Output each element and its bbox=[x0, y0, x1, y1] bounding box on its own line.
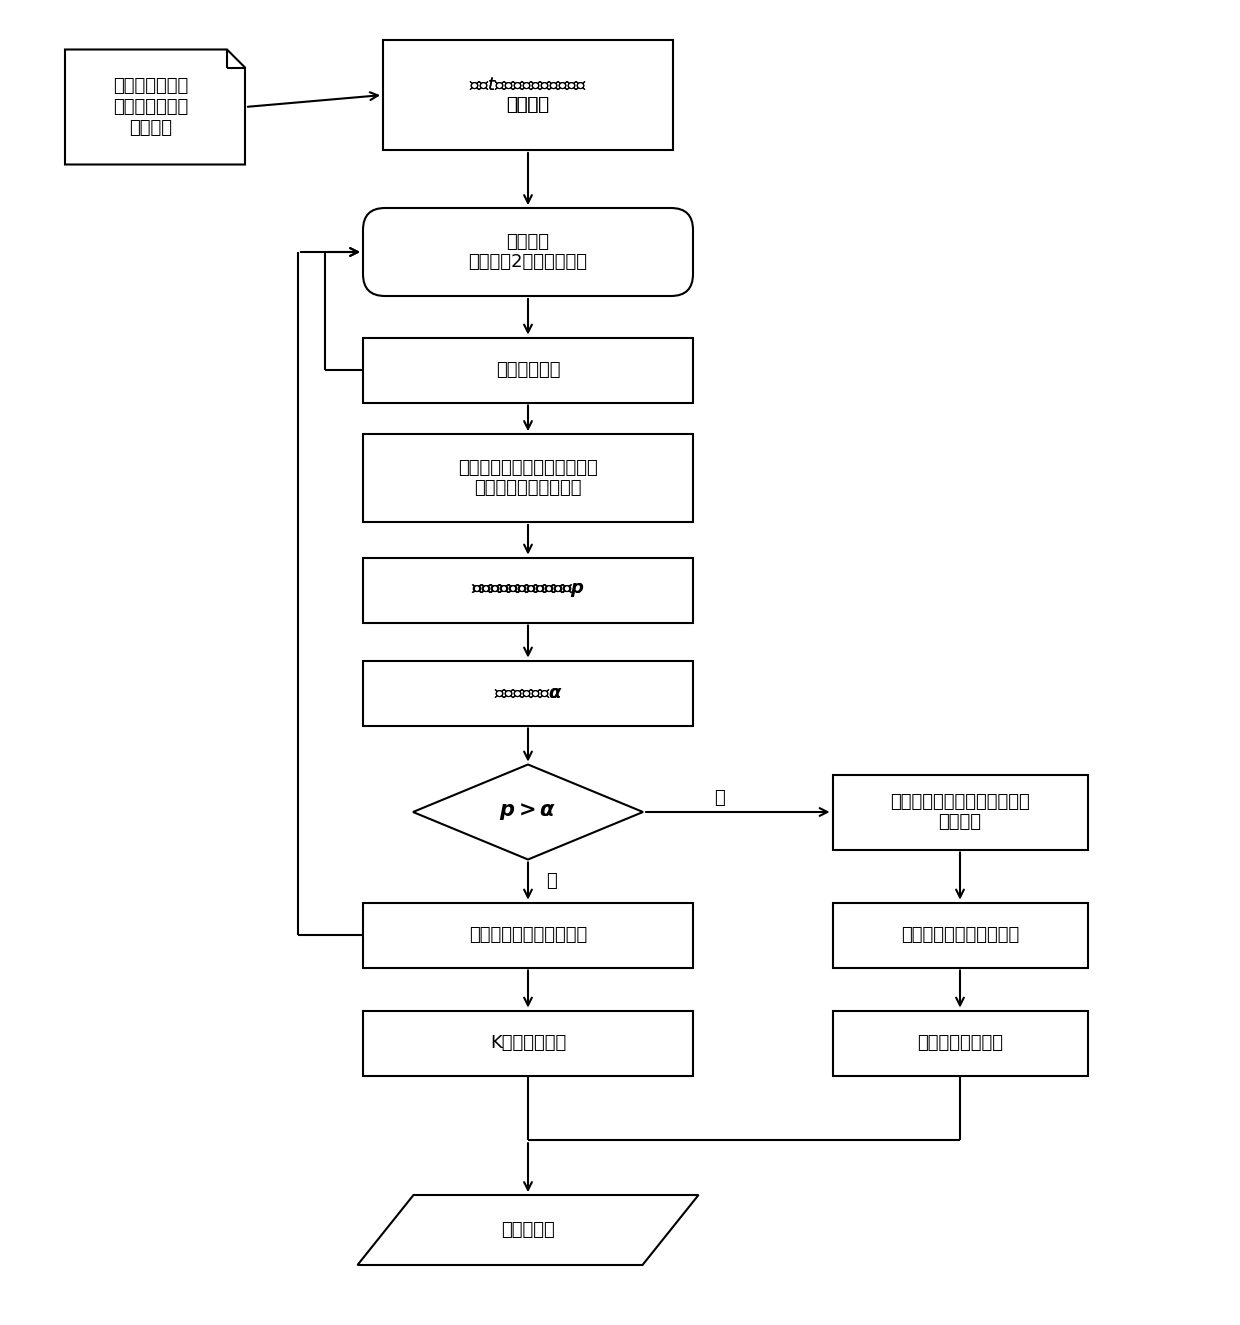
Text: 用月中位数代替峰值，得到常
规值序列: 用月中位数代替峰值，得到常 规值序列 bbox=[890, 792, 1030, 831]
Bar bbox=[832, 775, 1087, 849]
Text: $\bfit{p}>\boldsymbol{\alpha}$: $\bfit{p}>\boldsymbol{\alpha}$ bbox=[500, 802, 557, 823]
Bar bbox=[363, 435, 693, 522]
Text: 计算概率阈值$\boldsymbol{\alpha}$: 计算概率阈值$\boldsymbol{\alpha}$ bbox=[494, 684, 563, 702]
Bar bbox=[363, 1011, 693, 1076]
Bar bbox=[383, 40, 673, 150]
Text: 标记训练数据是否为峰值，与
天气表合并，提取特征: 标记训练数据是否为峰值，与 天气表合并，提取特征 bbox=[458, 458, 598, 497]
Text: 获得$\mathit{t}$销售出库表，对天气表
提取特征: 获得$\mathit{t}$销售出库表，对天气表 提取特征 bbox=[469, 76, 587, 114]
Text: 复合分类器预测峰值概率$\mathit{p}$: 复合分类器预测峰值概率$\mathit{p}$ bbox=[472, 580, 584, 599]
Text: 合并天气数据，提取特征: 合并天气数据，提取特征 bbox=[901, 926, 1019, 943]
Polygon shape bbox=[413, 765, 644, 860]
Text: K近邻回归预测: K近邻回归预测 bbox=[490, 1034, 567, 1052]
Polygon shape bbox=[64, 49, 246, 164]
Text: 预测值序列: 预测值序列 bbox=[501, 1222, 554, 1239]
Text: 输入历史销售出
库数据、同时期
天气数据: 输入历史销售出 库数据、同时期 天气数据 bbox=[113, 77, 188, 136]
Text: 随机森林回归预测: 随机森林回归预测 bbox=[918, 1034, 1003, 1052]
Bar bbox=[832, 902, 1087, 967]
Text: 测试期：
根据步骤2选取训练数据: 测试期： 根据步骤2选取训练数据 bbox=[469, 233, 588, 272]
Bar bbox=[363, 660, 693, 726]
Text: 获得$\mathit{t}$销售出库表，对天气表
提取特征: 获得$\mathit{t}$销售出库表，对天气表 提取特征 bbox=[469, 76, 587, 114]
Bar bbox=[363, 338, 693, 403]
Bar bbox=[363, 558, 693, 623]
Text: 复合分类器预测峰值概率$\bfit{p}$: 复合分类器预测峰值概率$\bfit{p}$ bbox=[471, 580, 585, 599]
Text: 计算概率阈值$\alpha$: 计算概率阈值$\alpha$ bbox=[494, 684, 562, 702]
Bar bbox=[363, 902, 693, 967]
Text: 提取峰值序列: 提取峰值序列 bbox=[496, 360, 560, 379]
Text: 是: 是 bbox=[546, 872, 557, 890]
FancyBboxPatch shape bbox=[363, 208, 693, 295]
Text: 否: 否 bbox=[714, 788, 725, 807]
Polygon shape bbox=[357, 1195, 698, 1265]
Bar bbox=[832, 1011, 1087, 1076]
Text: 合并天气数据，提取特征: 合并天气数据，提取特征 bbox=[469, 926, 587, 943]
